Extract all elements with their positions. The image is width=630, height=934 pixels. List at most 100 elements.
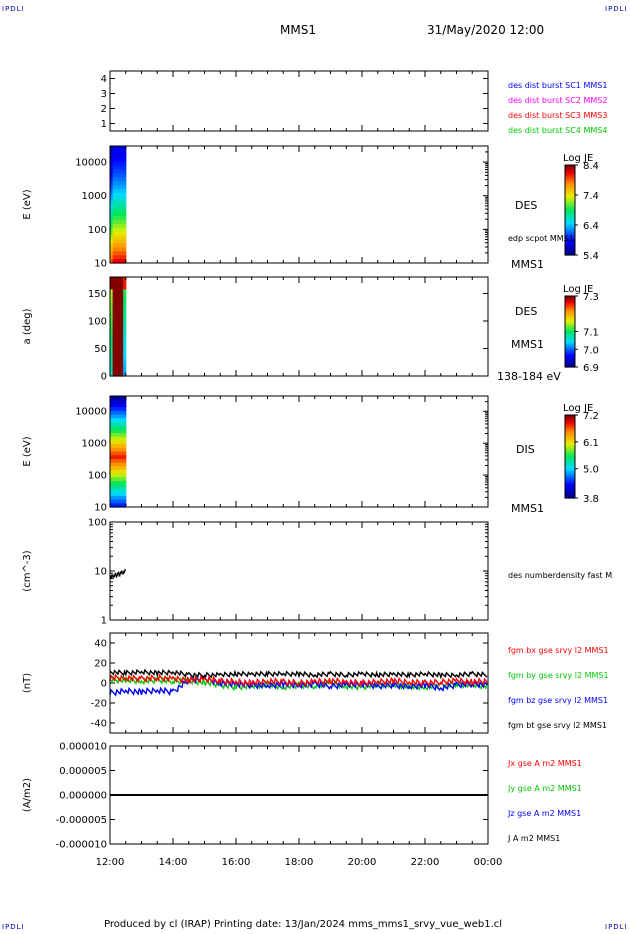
colorbar-cell <box>565 331 575 334</box>
des-energy-cell <box>117 169 122 174</box>
colorbar-cell <box>565 356 575 359</box>
dis-energy-cell <box>123 470 127 475</box>
colorbar-cell <box>565 475 575 478</box>
des-energy-cell <box>110 208 114 213</box>
dis-energy-cell <box>123 399 127 404</box>
colorbar-cell <box>565 343 575 347</box>
dis-energy-cell <box>110 499 114 504</box>
des-pitch-cell <box>110 347 114 352</box>
dis-energy-cell <box>110 462 114 467</box>
dis-energy-cell <box>117 429 122 434</box>
colorbar-cell <box>565 489 575 493</box>
dis-energy-cell <box>120 458 124 464</box>
des-energy-cell <box>117 153 122 159</box>
colorbar-cell <box>565 250 575 254</box>
colorbar-tick-label: 6.9 <box>583 363 599 374</box>
des-pitch-cell <box>110 314 114 319</box>
dis-energy-cell <box>120 399 124 404</box>
colorbar-cell <box>565 466 575 470</box>
dis-energy-cell <box>115 414 119 419</box>
des-pitch-cell <box>117 301 122 307</box>
colorbar-cell <box>565 310 575 313</box>
des-pitch-cell <box>110 322 114 328</box>
des-energy-cell <box>112 255 116 260</box>
panel-frame <box>109 276 489 377</box>
panel-right-label: DES <box>515 199 537 212</box>
des-energy-cell <box>123 181 127 186</box>
dis-energy-cell <box>112 403 116 408</box>
y-axis-label: (A/m2) <box>22 778 33 812</box>
des-pitch-cell <box>117 359 122 365</box>
colorbar-cell <box>565 219 575 222</box>
des-energy-cell <box>120 185 124 190</box>
colorbar-cell <box>565 359 575 363</box>
dis-energy-cell <box>123 396 127 401</box>
des-energy-cell <box>120 177 124 182</box>
des-energy-cell <box>117 212 122 217</box>
des-energy-cell <box>123 153 127 159</box>
des-energy-cell <box>115 204 119 209</box>
colorbar-cell <box>565 212 575 216</box>
des-pitch-cell <box>123 355 127 361</box>
y-tick-label: -0.000005 <box>56 815 107 826</box>
dis-energy-cell <box>117 470 122 475</box>
des-energy-cell <box>120 188 124 194</box>
des-energy-cell <box>117 196 122 202</box>
des-energy-cell <box>110 259 114 264</box>
y-tick-label: 0.000010 <box>59 742 107 753</box>
colorbar-tick-label: 5.0 <box>583 465 599 476</box>
des-pitch-cell <box>117 281 122 286</box>
dis-energy-cell <box>115 458 119 464</box>
des-pitch-cell <box>110 326 114 332</box>
colorbar-cell <box>565 297 575 301</box>
dis-energy-cell <box>117 444 122 449</box>
colorbar-cell <box>565 349 575 352</box>
des-energy-cell <box>123 247 127 252</box>
des-energy-cell <box>115 200 119 206</box>
colorbar-tick-label: 7.2 <box>583 411 599 422</box>
colorbar-tick-label: 7.0 <box>583 345 599 356</box>
y-tick-label: 1000 <box>82 191 107 202</box>
dis-energy-cell <box>117 425 122 430</box>
des-energy-cell <box>120 243 124 248</box>
colorbar-cell <box>565 361 575 365</box>
y-tick-label: 100 <box>88 225 107 236</box>
des-pitch-cell <box>115 285 119 290</box>
dis-energy-cell <box>120 499 124 504</box>
des-pitch-cell <box>117 322 122 328</box>
des-energy-cell <box>117 185 122 190</box>
dis-energy-cell <box>115 503 119 508</box>
des-pitch-cell <box>120 371 124 377</box>
des-energy-cell <box>123 255 127 260</box>
y-tick-label: 0.000005 <box>59 766 107 777</box>
y-tick-label: 1 <box>101 616 107 627</box>
colorbar-cell <box>565 313 575 317</box>
des-energy-cell <box>117 251 122 256</box>
colorbar-cell <box>565 192 575 195</box>
des-energy-cell <box>120 169 124 174</box>
des-pitch-cell <box>115 322 119 328</box>
x-tick-label: 16:00 <box>222 857 251 868</box>
des-energy-cell <box>110 192 114 198</box>
des-energy-cell <box>117 157 122 163</box>
dis-energy-cell <box>123 414 127 419</box>
dis-energy-cell <box>123 458 127 464</box>
des-pitch-cell <box>115 338 119 344</box>
des-energy-cell <box>112 208 116 213</box>
des-pitch-cell <box>123 322 127 328</box>
dis-energy-cell <box>115 488 119 493</box>
colorbar-cell <box>565 437 575 441</box>
dis-energy-cell <box>112 447 116 453</box>
des-pitch-cell <box>112 363 116 369</box>
dis-energy-cell <box>112 458 116 464</box>
colorbar-cell <box>565 485 575 489</box>
dis-energy-cell <box>117 495 122 501</box>
des-pitch-cell <box>115 281 119 286</box>
des-energy-cell <box>120 204 124 209</box>
des-energy-cell <box>110 200 114 206</box>
dis-energy-cell <box>117 458 122 464</box>
des-energy-cell <box>120 255 124 260</box>
des-pitch-cell <box>120 359 124 365</box>
des-energy-cell <box>123 185 127 190</box>
density-line <box>109 568 127 580</box>
